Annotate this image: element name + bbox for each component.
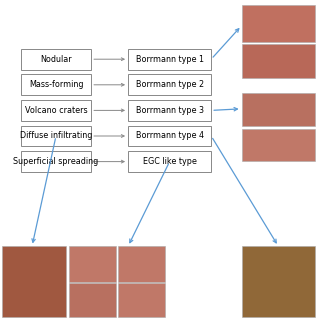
- Bar: [69, 283, 116, 317]
- Text: Borrmann type 4: Borrmann type 4: [136, 132, 204, 140]
- Bar: [242, 93, 315, 126]
- Bar: [128, 151, 211, 172]
- Bar: [128, 49, 211, 70]
- Text: Borrmann type 3: Borrmann type 3: [136, 106, 204, 115]
- Bar: [242, 44, 315, 78]
- Text: Borrmann type 1: Borrmann type 1: [136, 55, 204, 64]
- Text: Superficial spreading: Superficial spreading: [13, 157, 99, 166]
- Bar: [128, 126, 211, 147]
- Bar: [2, 246, 66, 317]
- Text: Nodular: Nodular: [40, 55, 72, 64]
- Bar: [242, 246, 315, 317]
- Bar: [21, 151, 91, 172]
- Bar: [128, 100, 211, 121]
- Text: Diffuse infiltrating: Diffuse infiltrating: [20, 132, 92, 140]
- Bar: [21, 100, 91, 121]
- Bar: [128, 74, 211, 95]
- Text: Volcano craters: Volcano craters: [25, 106, 87, 115]
- Bar: [242, 5, 315, 42]
- Bar: [118, 283, 165, 317]
- Bar: [242, 129, 315, 161]
- Bar: [21, 49, 91, 70]
- Bar: [21, 126, 91, 147]
- Bar: [21, 74, 91, 95]
- Text: EGC like type: EGC like type: [143, 157, 196, 166]
- Text: Mass-forming: Mass-forming: [29, 80, 83, 89]
- Text: Borrmann type 2: Borrmann type 2: [136, 80, 204, 89]
- Bar: [69, 246, 116, 282]
- Bar: [118, 246, 165, 282]
